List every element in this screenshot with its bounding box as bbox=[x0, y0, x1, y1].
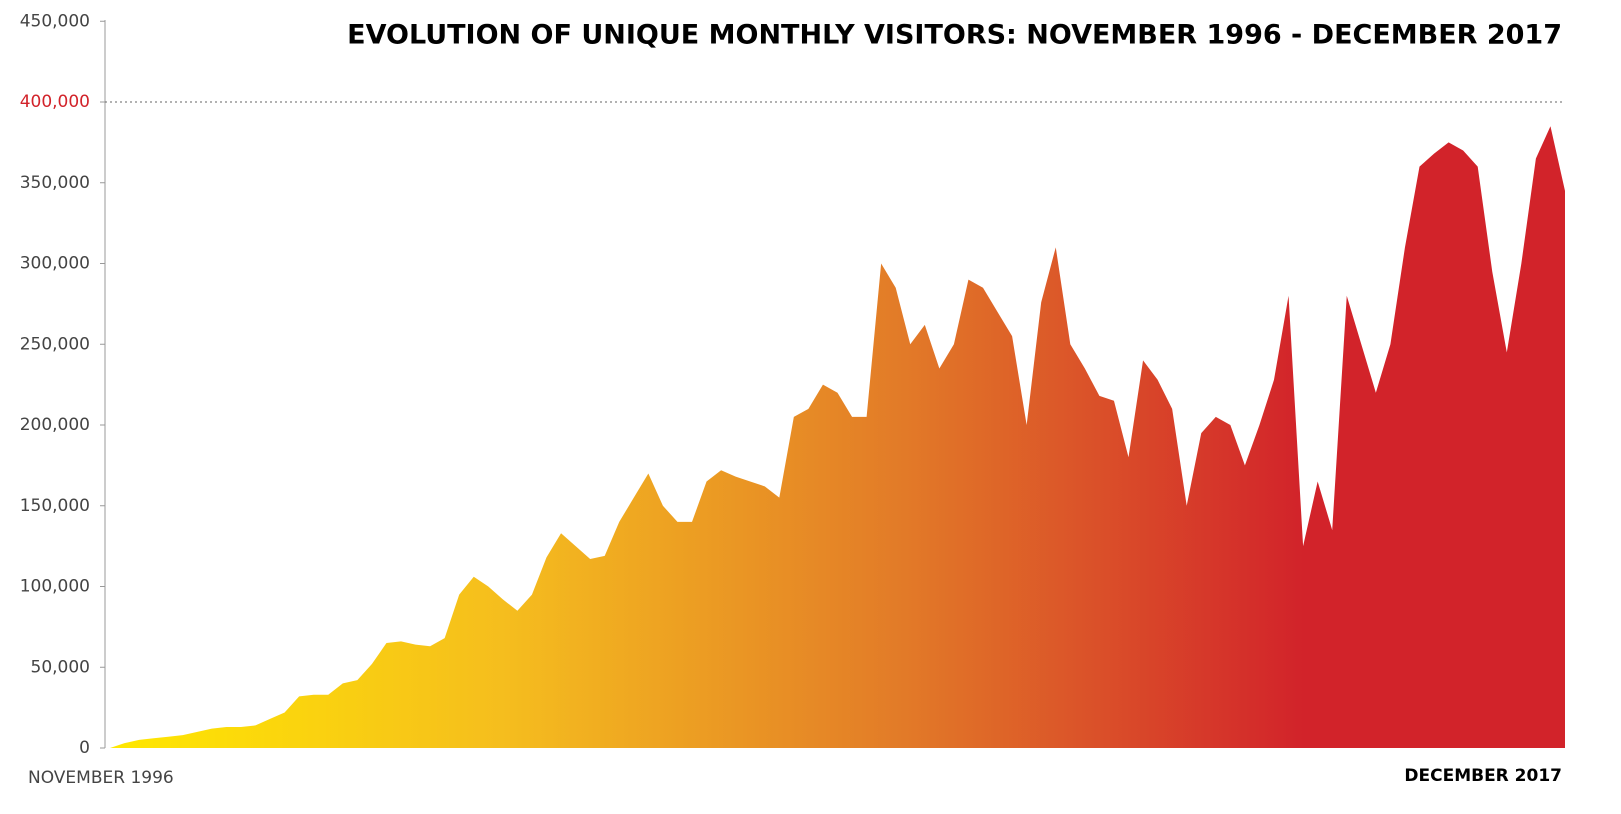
chart-title: EVOLUTION OF UNIQUE MONTHLY VISITORS: NO… bbox=[347, 20, 1562, 51]
y-tick-label: 450,000 bbox=[20, 11, 90, 31]
y-tick-label: 0 bbox=[79, 738, 90, 758]
x-tick-label: NOVEMBER 1996 bbox=[28, 768, 174, 788]
y-tick-label: 250,000 bbox=[20, 334, 90, 354]
area bbox=[110, 126, 1565, 749]
y-tick-label: 350,000 bbox=[20, 173, 90, 193]
y-tick-label: 150,000 bbox=[20, 496, 90, 516]
y-tick-label: 50,000 bbox=[31, 657, 90, 677]
x-tick-label: DECEMBER 2017 bbox=[1404, 766, 1562, 786]
y-tick-label: 100,000 bbox=[20, 577, 90, 597]
y-tick-label: 200,000 bbox=[20, 415, 90, 435]
y-tick-label: 300,000 bbox=[20, 254, 90, 274]
y-tick-label: 400,000 bbox=[20, 92, 90, 112]
